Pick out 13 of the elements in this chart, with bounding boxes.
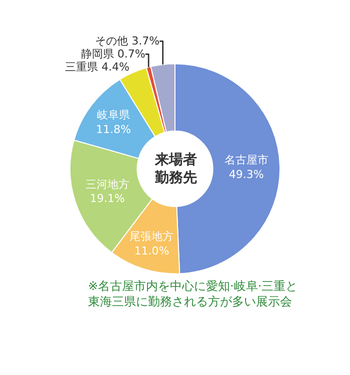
data-label: 11.8% [96, 122, 131, 136]
slice-label: 名古屋市 [224, 154, 268, 167]
slice-label: 静岡県 0.7% [80, 48, 146, 61]
data-label: 49.3% [228, 168, 264, 181]
slice-label: その他 3.7% [95, 34, 160, 48]
slice-label: 三河地方 [85, 178, 130, 191]
slice-label: 三重県 4.4% [64, 60, 130, 74]
data-label: 11.0% [134, 244, 170, 258]
data-label: 19.1% [90, 192, 125, 206]
text: ※名古屋市内を中心に愛知·岐阜·三重と東海三県に勤務される方が多い展示会 [88, 279, 298, 309]
slice-label: 尾張地方 [130, 230, 174, 243]
text: 来場者勤務先 [154, 152, 197, 186]
slice-label: 岐阜県 [97, 108, 130, 122]
